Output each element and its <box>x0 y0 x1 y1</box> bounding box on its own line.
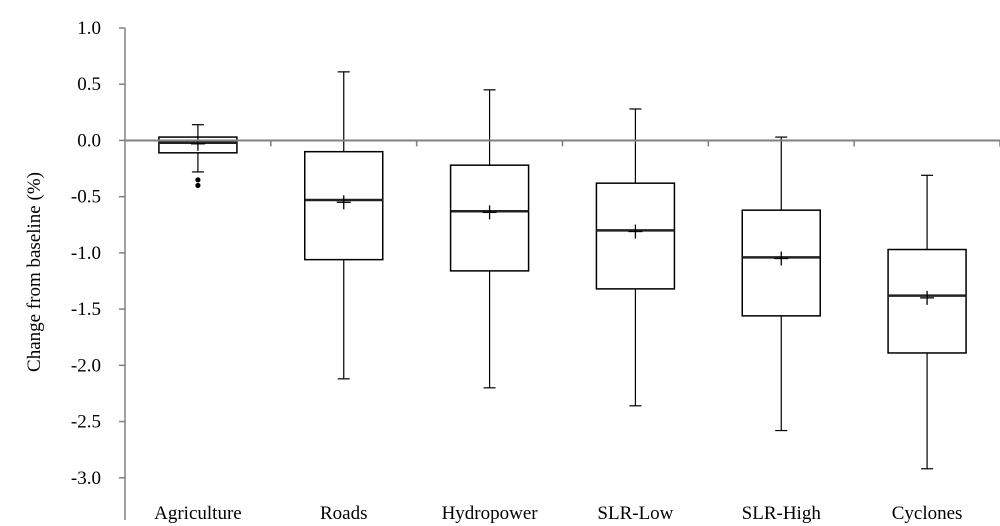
box-agriculture <box>158 124 238 189</box>
y-tick-label: 0.5 <box>77 74 101 95</box>
box-slr-high <box>741 136 821 432</box>
box-hydropower <box>449 89 530 389</box>
y-axis-title: Change from baseline (%) <box>24 172 45 372</box>
y-tick-label: -3.5 <box>71 524 101 526</box>
y-tick-label: -1.0 <box>71 243 101 264</box>
boxes <box>158 71 967 470</box>
y-tick-label: 1.0 <box>77 18 101 39</box>
x-tick-label: Agriculture <box>154 503 242 524</box>
box-roads <box>304 71 384 380</box>
y-tick-label: -3.0 <box>71 468 101 489</box>
x-tick-labels: Agriculture Roads Hydropower SLR-Low SLR-Hig… <box>154 503 962 524</box>
zero-baseline <box>125 139 1000 147</box>
y-tick-label: 0.0 <box>77 130 101 151</box>
y-tick-label: -2.0 <box>71 355 101 376</box>
box-cyclones <box>887 174 967 470</box>
x-tick-label: Roads <box>320 503 368 524</box>
x-tick-label: SLR-Low <box>597 503 673 524</box>
y-axis <box>119 27 126 520</box>
outlier-point <box>195 177 201 183</box>
y-tick-labels: 1.0 0.5 0.0 -0.5 -1.0 -1.5 -2.0 -2.5 -3.0 -3.5 <box>71 18 101 526</box>
x-tick-label: Hydropower <box>442 503 539 524</box>
x-tick-label: SLR-High <box>742 503 822 524</box>
y-tick-label: -2.5 <box>71 412 101 433</box>
y-tick-label: -1.5 <box>71 299 101 320</box>
box-slr-low <box>595 108 676 407</box>
outlier-point <box>195 182 201 189</box>
y-tick-label: -0.5 <box>71 187 101 208</box>
x-tick-label: Cyclones <box>892 503 963 524</box>
